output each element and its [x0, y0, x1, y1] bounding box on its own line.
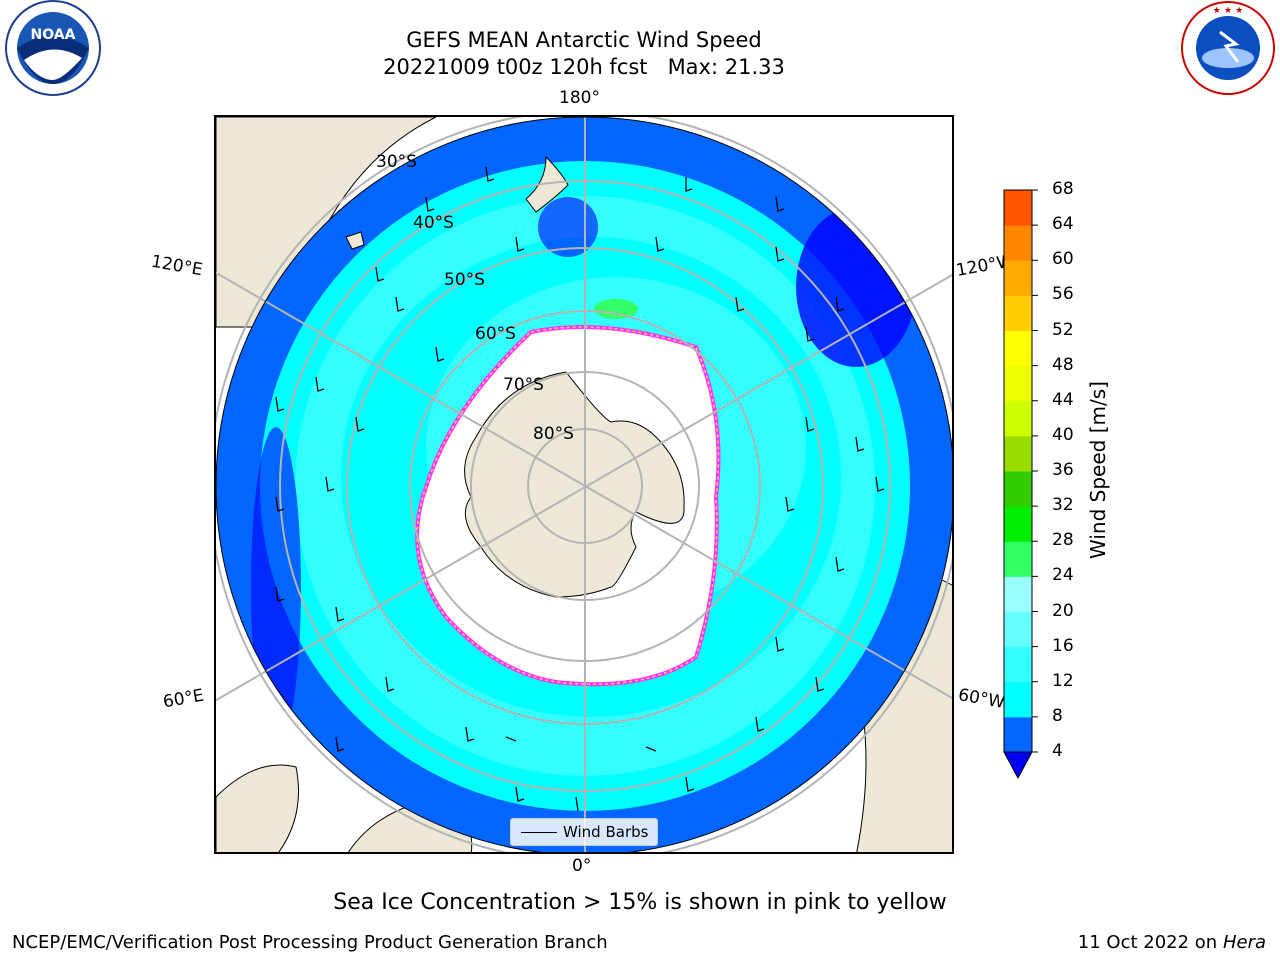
lat-label-80s: 80°S	[533, 424, 574, 444]
colorbar-tick-label: 32	[1052, 495, 1074, 516]
wind-patch-north	[538, 197, 598, 257]
colorbar-tick-label: 44	[1052, 389, 1074, 410]
tasmania-land	[345, 231, 365, 250]
graticule	[216, 117, 952, 852]
map-panel	[214, 115, 954, 854]
madagascar-land	[216, 764, 299, 852]
colorbar-extend-arrow	[1003, 751, 1033, 780]
wind-barb-legend-label: Wind Barbs	[563, 823, 649, 841]
colorbar-segment	[1004, 295, 1032, 331]
lat-label-70s: 70°S	[503, 375, 544, 395]
wind-barbs	[275, 166, 885, 812]
colorbar-segment	[1004, 190, 1032, 226]
lat-label-40s: 40°S	[413, 213, 454, 233]
noaa-logo: NOAA	[5, 0, 101, 96]
antarctica-land	[464, 371, 685, 598]
footer-branch: NCEP/EMC/Verification Post Processing Pr…	[12, 932, 608, 953]
lat-label-50s: 50°S	[444, 270, 485, 290]
colorbar-segment	[1004, 716, 1032, 753]
lon-label-180: 180°	[559, 88, 600, 108]
colorbar-segment	[1004, 435, 1032, 472]
sea-ice-caption: Sea Ice Concentration > 15% is shown in …	[333, 890, 947, 915]
new-zealand-land	[525, 155, 569, 213]
map-subtitle: 20221009 t00z 120h fcst Max: 21.33	[383, 55, 785, 79]
nws-logo: ★ ★ ★	[1181, 1, 1275, 95]
colorbar-tick-label: 64	[1052, 214, 1074, 235]
lon-label-60e: 60°E	[161, 685, 206, 713]
colorbar-segment	[1004, 330, 1032, 367]
colorbar-label: Wind Speed [m/s]	[1086, 381, 1110, 559]
lat-label-60s: 60°S	[475, 324, 516, 344]
colorbar-tick-label: 12	[1052, 670, 1074, 691]
colorbar-tick-label: 24	[1052, 565, 1074, 586]
colorbar	[1003, 189, 1038, 780]
colorbar-segment	[1004, 646, 1032, 683]
colorbar-segment	[1004, 541, 1032, 577]
footer-date: 11 Oct 2022 on Hera	[1078, 932, 1266, 953]
colorbar-segment	[1004, 260, 1032, 296]
colorbar-tick-label: 16	[1052, 635, 1074, 656]
meridian-60e-120w	[216, 273, 952, 702]
colorbar-tick-label: 60	[1052, 249, 1074, 270]
colorbar-tick-label: 48	[1052, 354, 1074, 375]
map-title: GEFS MEAN Antarctic Wind Speed	[406, 28, 762, 52]
colorbar-segment	[1004, 225, 1032, 261]
footer-machine: Hera	[1222, 932, 1266, 953]
map-svg	[216, 117, 952, 852]
colorbar-segment	[1004, 365, 1032, 402]
lon-label-120e: 120°E	[149, 251, 205, 281]
colorbar-tick-label: 40	[1052, 424, 1074, 445]
wind-max-patch	[594, 299, 638, 319]
sea-ice-edge-yellow	[416, 326, 720, 685]
colorbar-segment	[1004, 506, 1032, 542]
svg-text:★ ★ ★: ★ ★ ★	[1213, 6, 1243, 16]
colorbar-tick-label: 4	[1052, 741, 1063, 761]
map-legend: Wind Barbs	[510, 818, 658, 846]
wind-barb-legend-line	[521, 832, 557, 833]
colorbar-tick-label: 56	[1052, 284, 1074, 305]
footer-date-text: 11 Oct 2022 on	[1077, 932, 1223, 953]
colorbar-tick-label: 20	[1052, 600, 1074, 621]
colorbar-tick-label: 68	[1052, 179, 1074, 199]
colorbar-tick-label: 28	[1052, 530, 1074, 551]
lat-label-30s: 30°S	[376, 152, 417, 172]
colorbar-tick-label: 52	[1052, 319, 1074, 340]
lon-label-60w: 60°W	[956, 685, 1007, 713]
colorbar-segment	[1004, 471, 1032, 507]
colorbar-segment	[1004, 576, 1032, 612]
colorbar-tick-label: 8	[1052, 705, 1063, 726]
colorbar-segment	[1004, 681, 1032, 718]
colorbar-segment	[1004, 611, 1032, 648]
colorbar-tick-label: 36	[1052, 460, 1074, 480]
lon-label-0: 0°	[572, 856, 592, 876]
colorbar-segment	[1004, 400, 1032, 437]
noaa-logo-text: NOAA	[31, 27, 76, 43]
